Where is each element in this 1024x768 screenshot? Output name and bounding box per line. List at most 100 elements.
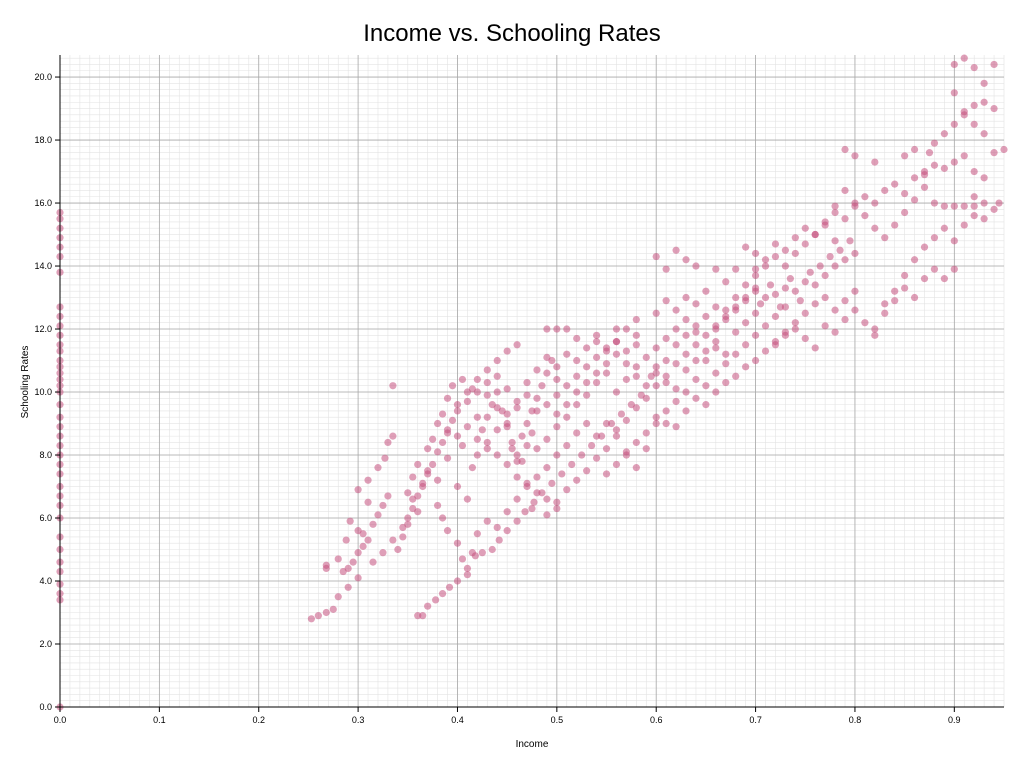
data-point [369, 520, 377, 528]
data-point [612, 338, 621, 346]
data-point [781, 262, 789, 270]
data-point [925, 149, 934, 157]
data-point [632, 438, 640, 447]
data-point [672, 306, 680, 314]
data-point [389, 536, 397, 544]
data-point [563, 486, 571, 494]
data-point [841, 215, 849, 223]
data-point [329, 605, 337, 613]
data-point [901, 208, 909, 217]
data-point [632, 341, 640, 349]
data-point [349, 558, 357, 566]
y-axis-ticks: 0.0 2.0 4.0 6.0 8.0 10.0 12.0 14.0 16.0 18.0 20.0 [34, 72, 60, 712]
data-point [473, 435, 481, 443]
data-point [756, 300, 765, 308]
data-point [652, 344, 660, 352]
data-point [513, 457, 521, 465]
data-point [424, 602, 432, 610]
data-point [379, 549, 387, 557]
data-point [751, 331, 760, 339]
data-point [538, 382, 546, 390]
data-point [503, 347, 511, 355]
data-point [801, 334, 809, 343]
data-point [503, 508, 511, 516]
data-point [811, 281, 819, 289]
data-point [940, 202, 948, 210]
data-point [692, 394, 700, 402]
data-point [503, 527, 511, 535]
data-point [434, 501, 442, 510]
x-axis-label: Income [516, 739, 549, 750]
data-point [473, 388, 481, 396]
data-point [612, 388, 621, 396]
data-point [553, 325, 561, 333]
data-point [434, 448, 442, 456]
data-point [602, 360, 611, 368]
data-point [414, 612, 422, 620]
data-point [722, 378, 730, 387]
data-point [612, 325, 621, 333]
data-point [791, 249, 799, 258]
data-point [970, 101, 978, 109]
data-point [831, 202, 839, 210]
data-point [652, 252, 660, 261]
data-point [771, 240, 780, 248]
data-point [632, 315, 640, 324]
data-point [463, 571, 472, 579]
data-point [533, 473, 541, 481]
data-point [453, 539, 462, 547]
y-tick-label: 20.0 [34, 72, 52, 82]
data-point [359, 542, 367, 550]
data-point [781, 303, 789, 311]
data-point [493, 356, 501, 365]
data-point [821, 221, 829, 229]
data-point [821, 271, 829, 280]
data-point [543, 511, 551, 519]
data-point [622, 360, 631, 368]
data-point [592, 331, 601, 339]
data-point [523, 479, 531, 487]
data-point [483, 517, 491, 525]
x-tick-label: 0.3 [352, 715, 365, 725]
data-point [881, 186, 889, 195]
data-point [960, 221, 968, 229]
data-point [495, 536, 503, 544]
data-point [445, 583, 454, 591]
data-point [970, 212, 978, 220]
data-point [662, 378, 670, 387]
data-point [414, 508, 422, 516]
data-point [791, 287, 799, 295]
data-point [692, 322, 700, 330]
data-point [528, 407, 536, 415]
data-point [612, 460, 621, 469]
data-point [751, 309, 760, 317]
data-point [791, 325, 799, 333]
data-point [622, 451, 631, 459]
data-point [488, 545, 496, 554]
data-point [334, 593, 342, 601]
data-point [732, 328, 740, 336]
data-point [732, 350, 740, 358]
data-point [682, 388, 690, 396]
data-point [970, 120, 978, 128]
data-point [493, 404, 501, 412]
data-point [722, 312, 730, 321]
data-point [438, 438, 447, 447]
data-point [573, 429, 581, 437]
data-point [980, 130, 988, 138]
data-point [950, 120, 958, 128]
data-point [881, 234, 889, 242]
data-point [652, 309, 660, 317]
data-point [503, 410, 511, 418]
data-point [597, 432, 606, 440]
data-point [521, 508, 529, 516]
y-tick-label: 10.0 [34, 387, 52, 397]
data-point [563, 350, 571, 358]
data-point [722, 278, 730, 286]
data-point [761, 262, 770, 270]
data-point [592, 378, 601, 387]
data-point [702, 382, 710, 390]
data-point [960, 202, 968, 210]
data-point [881, 309, 889, 317]
